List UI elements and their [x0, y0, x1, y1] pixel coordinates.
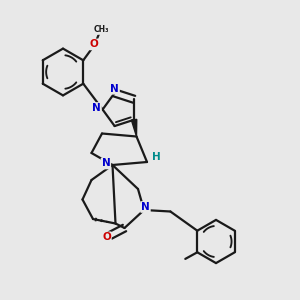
Text: N: N: [92, 103, 101, 113]
Polygon shape: [131, 119, 137, 136]
Text: N: N: [101, 158, 110, 169]
Text: N: N: [141, 202, 150, 212]
Text: N: N: [110, 84, 119, 94]
Text: O: O: [90, 39, 98, 50]
Text: CH₃: CH₃: [93, 25, 109, 34]
Text: H: H: [152, 152, 161, 162]
Text: O: O: [102, 232, 111, 242]
